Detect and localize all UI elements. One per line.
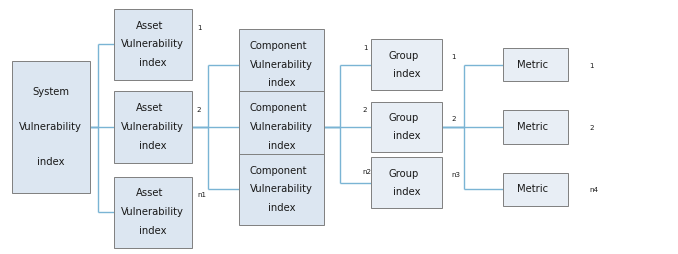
Text: index: index [393,69,420,79]
Text: index: index [268,141,295,151]
FancyBboxPatch shape [372,157,442,208]
FancyBboxPatch shape [372,102,442,152]
Text: Metric: Metric [517,184,548,194]
Text: Vulnerability: Vulnerability [250,122,313,132]
FancyBboxPatch shape [114,9,192,80]
Text: 2: 2 [363,107,367,113]
Text: index: index [268,78,295,88]
Text: Metric: Metric [517,122,548,132]
Text: 2: 2 [197,107,201,113]
FancyBboxPatch shape [114,91,192,163]
Text: index: index [139,58,166,68]
Text: n1: n1 [197,192,206,198]
Text: Asset: Asset [136,103,163,113]
Text: Component: Component [250,103,306,113]
FancyBboxPatch shape [114,177,192,248]
Text: index: index [393,187,420,197]
FancyBboxPatch shape [503,48,568,81]
Text: n4: n4 [589,187,599,193]
FancyBboxPatch shape [503,173,568,206]
Text: n2: n2 [363,169,372,175]
Text: Asset: Asset [136,21,163,31]
FancyBboxPatch shape [12,61,89,193]
Text: Vulnerability: Vulnerability [121,122,184,132]
Text: n3: n3 [451,172,460,178]
Text: Vulnerability: Vulnerability [250,60,313,70]
Text: Vulnerability: Vulnerability [121,207,184,217]
Text: System: System [33,87,69,97]
FancyBboxPatch shape [503,110,568,144]
FancyBboxPatch shape [239,91,324,163]
Text: index: index [139,141,166,151]
Text: Group: Group [388,51,418,61]
Text: 2: 2 [451,116,456,122]
Text: index: index [393,131,420,141]
Text: Asset: Asset [136,188,163,198]
Text: Metric: Metric [517,60,548,70]
Text: 1: 1 [589,62,594,69]
Text: index: index [37,157,64,167]
Text: index: index [268,203,295,213]
Text: Vulnerability: Vulnerability [121,39,184,50]
Text: Component: Component [250,166,306,176]
Text: 1: 1 [363,45,367,51]
Text: Group: Group [388,113,418,123]
Text: Group: Group [388,169,418,179]
Text: 2: 2 [589,125,594,131]
FancyBboxPatch shape [372,39,442,90]
Text: Vulnerability: Vulnerability [20,122,82,132]
Text: index: index [139,226,166,236]
FancyBboxPatch shape [239,154,324,225]
Text: Component: Component [250,41,306,51]
Text: Vulnerability: Vulnerability [250,184,313,194]
FancyBboxPatch shape [239,29,324,100]
Text: 1: 1 [451,54,456,60]
Text: 1: 1 [197,25,201,30]
